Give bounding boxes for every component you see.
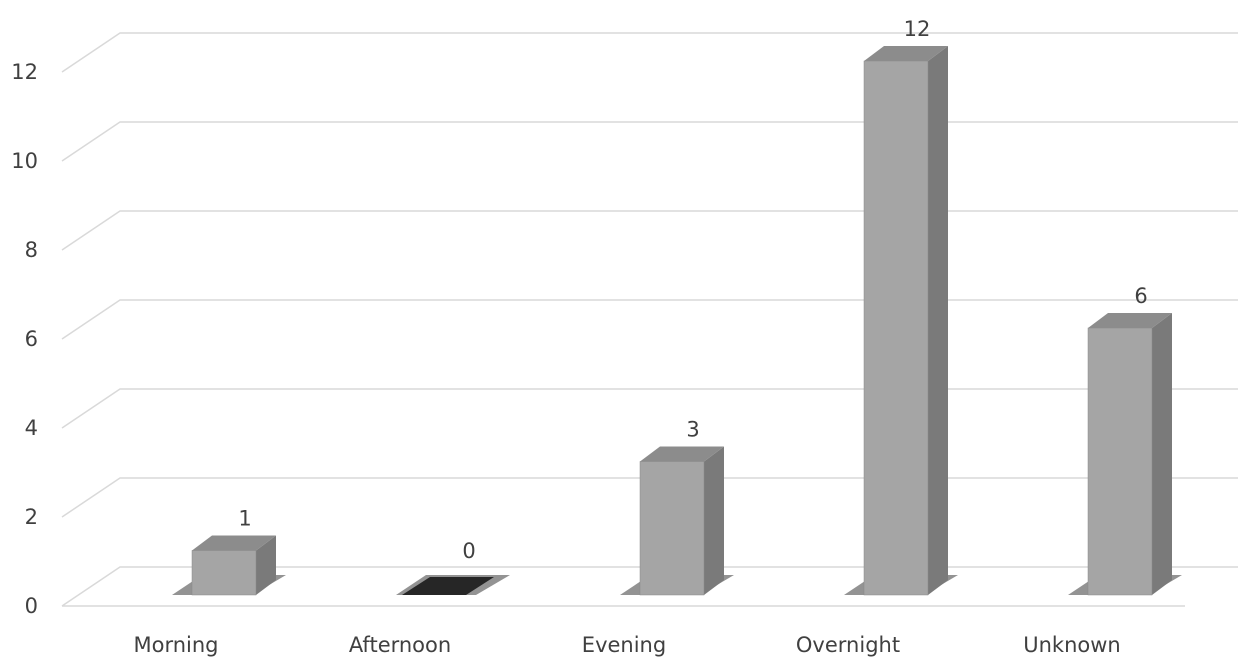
y-axis-ticks: 0 2 4 6 8 10 12 [11, 60, 38, 618]
y-tick-label: 0 [25, 594, 38, 618]
bar [1068, 313, 1182, 596]
bar-top [192, 535, 276, 551]
bar-front [191, 550, 257, 596]
y-tick-label: 12 [11, 60, 38, 84]
data-label: 12 [904, 17, 931, 41]
data-label: 6 [1134, 284, 1147, 308]
data-label: 1 [238, 507, 251, 531]
bar-side [256, 535, 276, 595]
category-label: Evening [582, 633, 666, 657]
data-label: 3 [686, 418, 699, 442]
bar-front [639, 461, 705, 596]
gridline [61, 210, 1238, 251]
category-label: Unknown [1023, 633, 1120, 657]
x-axis-categories: 1 Morning 0 Afternoon 3 Evening 12 Overnight 6 Un… [133, 17, 1147, 657]
category-label: Overnight [796, 633, 900, 657]
gridline [61, 299, 1238, 340]
gridlines [61, 32, 1238, 607]
bar-top [1088, 313, 1172, 328]
bar-top [864, 46, 948, 61]
y-tick-label: 4 [25, 416, 38, 440]
bar [844, 46, 958, 596]
y-tick-label: 8 [25, 238, 38, 262]
bar-top [640, 446, 724, 462]
bar-front [863, 60, 929, 596]
y-tick-label: 6 [25, 327, 38, 351]
y-tick-label: 10 [11, 149, 38, 173]
gridline [61, 32, 1238, 73]
category-label: Afternoon [349, 633, 451, 657]
bar-side [1152, 313, 1172, 595]
bar-front [1087, 327, 1153, 596]
bar-side [704, 446, 724, 595]
bars [172, 46, 1182, 596]
gridline [61, 121, 1238, 162]
gridline [61, 388, 1238, 429]
bar [620, 446, 734, 596]
bar [396, 575, 510, 595]
bar-side [928, 46, 948, 595]
bar [172, 535, 286, 596]
y-tick-label: 2 [25, 505, 38, 529]
data-label: 0 [462, 539, 475, 563]
bar-zero [402, 577, 494, 595]
category-label: Morning [133, 633, 218, 657]
